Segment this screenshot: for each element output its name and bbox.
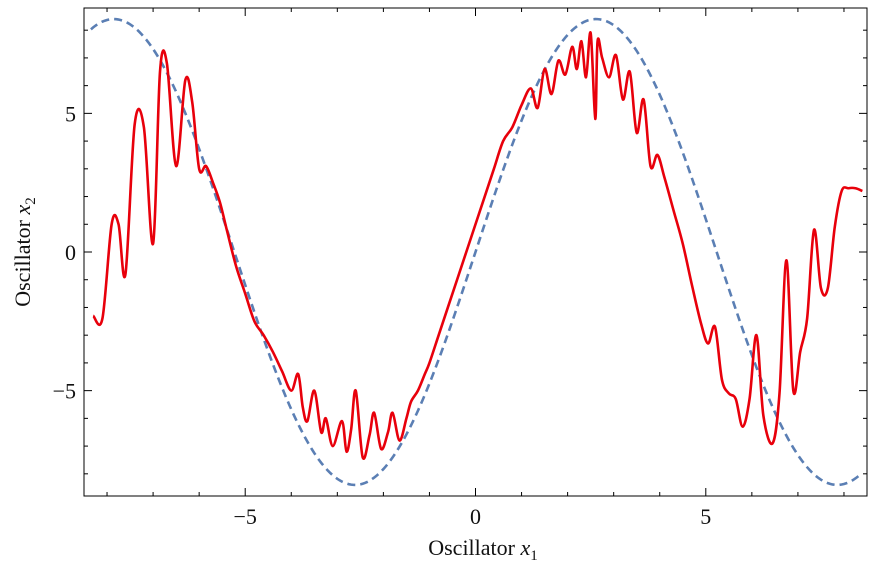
y-tick-label: 5 bbox=[65, 101, 76, 126]
x-tick-label: 5 bbox=[700, 504, 711, 529]
y-axis-label: Oscillator x2 bbox=[10, 197, 39, 307]
x-axis-label-variable: x bbox=[520, 535, 531, 560]
x-axis-label-text: Oscillator bbox=[428, 535, 520, 560]
solid-series-line bbox=[92, 31, 863, 460]
y-axis-label-variable: x bbox=[10, 205, 35, 216]
x-tick-label: −5 bbox=[233, 504, 256, 529]
tick-labels: −5 0 5 −5 0 5 bbox=[53, 101, 712, 529]
x-axis-label: Oscillator x1 bbox=[428, 535, 538, 564]
dashed-series-line bbox=[90, 17, 861, 487]
y-tick-label: 0 bbox=[65, 240, 76, 265]
tick-marks bbox=[84, 8, 867, 496]
y-axis-label-text: Oscillator bbox=[10, 215, 35, 307]
y-tick-label: −5 bbox=[53, 379, 76, 404]
y-axis-label-subscript: 2 bbox=[23, 197, 39, 205]
x-tick-label: 0 bbox=[470, 504, 481, 529]
x-axis-label-subscript: 1 bbox=[530, 548, 538, 564]
